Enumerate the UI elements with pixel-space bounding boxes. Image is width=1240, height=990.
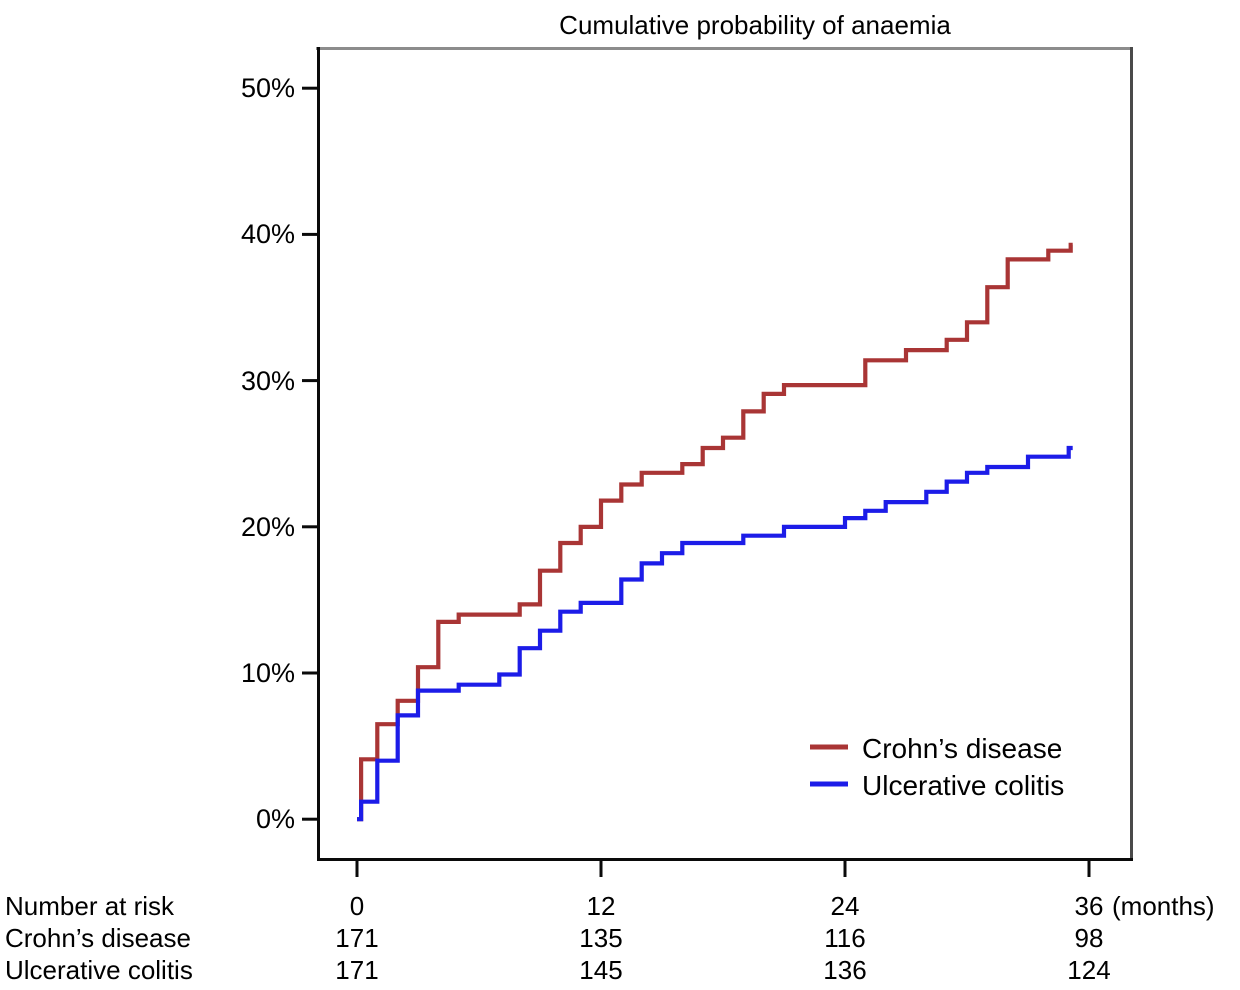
crohns-disease-curve — [357, 242, 1073, 822]
x-tick-label-0: 0 — [349, 891, 365, 921]
risk-value: 98 — [1074, 923, 1104, 953]
x-axis-unit-label: (months) — [1112, 891, 1215, 921]
x-tick-label-12: 12 — [586, 891, 616, 921]
y-tick-label-40: 40% — [240, 219, 295, 249]
risk-value: 116 — [824, 923, 866, 953]
survival-curves — [357, 242, 1073, 822]
y-tick-label-30: 30% — [240, 366, 295, 396]
risk-value: 136 — [823, 955, 867, 985]
risk-value: 171 — [335, 955, 379, 985]
risk-table-header: Number at risk — [5, 891, 175, 921]
y-tick-label-20: 20% — [240, 512, 295, 542]
x-tick-label-24: 24 — [830, 891, 860, 921]
chart-title: Cumulative probability of anaemia — [559, 10, 951, 40]
risk-value: 124 — [1067, 955, 1111, 985]
risk-row-label-crohns-disease: Crohn’s disease — [5, 923, 191, 953]
legend-label-ulcerative-colitis: Ulcerative colitis — [862, 770, 1065, 801]
risk-value: 171 — [335, 923, 379, 953]
risk-row-label-ulcerative-colitis: Ulcerative colitis — [5, 955, 193, 985]
y-tick-label-10: 10% — [240, 658, 295, 688]
x-axis-ticks — [355, 861, 1091, 877]
risk-value: 145 — [579, 955, 623, 985]
risk-value: 135 — [579, 923, 623, 953]
x-tick-label-36: 36 — [1074, 891, 1104, 921]
legend-label-crohns-disease: Crohn’s disease — [862, 733, 1063, 764]
y-axis-ticks — [302, 86, 317, 821]
ulcerative-colitis-curve — [357, 445, 1073, 822]
y-tick-label-0: 0% — [255, 804, 295, 834]
y-tick-label-50: 50% — [240, 73, 295, 103]
